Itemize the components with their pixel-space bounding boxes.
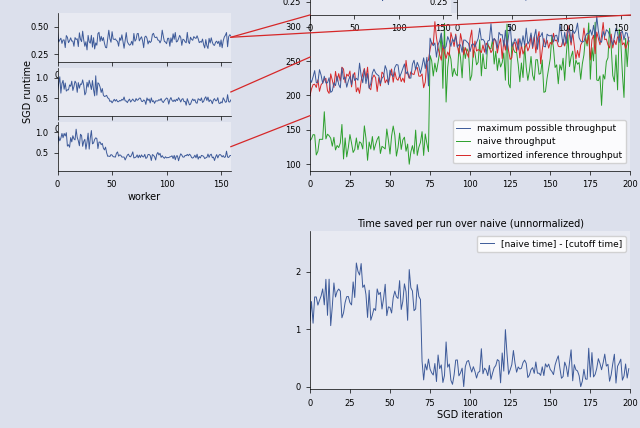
[naive time] - [cutoff time] (625, 366, 632, 371)
[naive time] - [cutoff time] (367, 318, 374, 323)
naive throughput (306, 138, 314, 143)
maximum possible throughput (392, 62, 400, 67)
naive throughput (601, 77, 609, 82)
[naive time] - [cutoff time] (306, 318, 314, 324)
naive throughput (325, 133, 333, 138)
amortized inference throughput (611, 38, 618, 43)
maximum possible throughput (593, 14, 600, 19)
maximum possible throughput (306, 76, 314, 81)
amortized inference throughput (599, 20, 607, 25)
amortized inference throughput (431, 19, 438, 24)
naive throughput (319, 137, 326, 142)
Legend: maximum possible throughput, naive throughput, amortized inference throughput: maximum possible throughput, naive throu… (452, 120, 626, 163)
Line: [naive time] - [cutoff time]: [naive time] - [cutoff time] (310, 263, 628, 386)
naive throughput (591, 20, 599, 25)
naive throughput (405, 162, 413, 167)
maximum possible throughput (612, 26, 620, 31)
amortized inference throughput (306, 93, 314, 98)
Y-axis label: SGD runtime: SGD runtime (22, 60, 33, 123)
naive throughput (365, 140, 373, 145)
Line: amortized inference throughput: amortized inference throughput (310, 22, 628, 96)
[naive time] - [cutoff time] (353, 260, 360, 265)
X-axis label: worker: worker (127, 192, 161, 202)
Legend: [naive time] - [cutoff time]: [naive time] - [cutoff time] (477, 236, 626, 252)
[naive time] - [cutoff time] (601, 351, 609, 357)
Line: naive throughput: naive throughput (310, 22, 628, 164)
maximum possible throughput (367, 81, 374, 86)
X-axis label: SGD iteration: SGD iteration (437, 410, 503, 420)
amortized inference throughput (325, 91, 333, 96)
[naive time] - [cutoff time] (319, 286, 326, 291)
maximum possible throughput (319, 81, 326, 86)
amortized inference throughput (391, 69, 399, 74)
Title: Time saved per run over naive (unnormalized): Time saved per run over naive (unnormali… (356, 219, 584, 229)
maximum possible throughput (327, 90, 335, 95)
naive throughput (625, 38, 632, 43)
maximum possible throughput (625, 39, 632, 44)
amortized inference throughput (365, 85, 373, 90)
amortized inference throughput (319, 80, 326, 85)
Line: maximum possible throughput: maximum possible throughput (310, 16, 628, 92)
[naive time] - [cutoff time] (392, 294, 400, 299)
[naive time] - [cutoff time] (460, 384, 468, 389)
maximum possible throughput (601, 34, 609, 39)
amortized inference throughput (625, 35, 632, 40)
[naive time] - [cutoff time] (325, 276, 333, 282)
maximum possible throughput (325, 75, 333, 80)
naive throughput (391, 133, 399, 138)
naive throughput (612, 52, 620, 57)
[naive time] - [cutoff time] (612, 380, 620, 386)
